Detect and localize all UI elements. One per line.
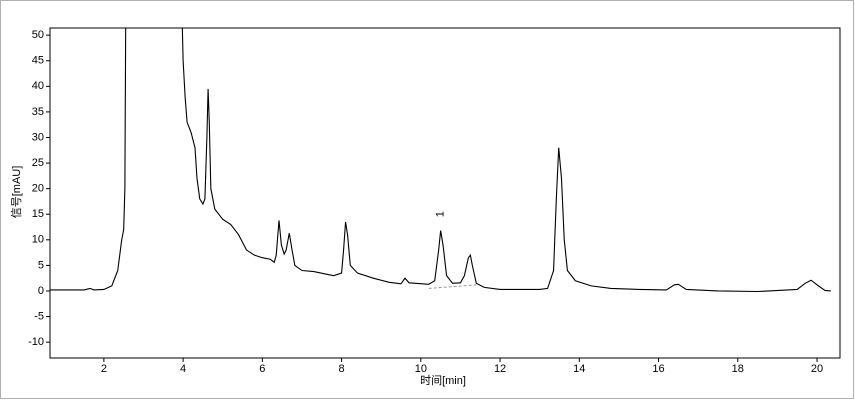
x-tick-label: 14: [573, 363, 585, 375]
y-tick-label: 20: [32, 183, 44, 195]
x-tick-label: 12: [494, 363, 506, 375]
x-tick-label: 10: [415, 363, 427, 375]
y-tick-label: 0: [38, 285, 44, 297]
baseline: [428, 284, 477, 289]
y-tick-label: -5: [34, 310, 44, 322]
y-tick-label: 15: [32, 208, 44, 220]
y-axis-label: 信号[mAU]: [10, 166, 23, 219]
x-tick-label: 2: [101, 363, 107, 375]
y-tick-label: 35: [32, 106, 44, 118]
y-tick-label: 30: [32, 131, 44, 143]
y-tick-label: 50: [32, 29, 44, 41]
y-tick-label: 40: [32, 80, 44, 92]
y-tick-label: 5: [38, 259, 44, 271]
y-tick-label: 25: [32, 157, 44, 169]
peak-label: 1: [435, 211, 447, 217]
y-tick-label: 10: [32, 234, 44, 246]
y-tick-label: 45: [32, 55, 44, 67]
x-tick-label: 8: [339, 363, 345, 375]
x-tick-label: 20: [811, 363, 823, 375]
signal-line: [50, 28, 831, 293]
x-tick-label: 18: [732, 363, 744, 375]
x-axis-label: 时间[min]: [420, 374, 466, 387]
x-tick-label: 4: [180, 363, 186, 375]
x-tick-label: 16: [652, 363, 664, 375]
plot-border: [49, 27, 841, 359]
x-tick-label: 6: [259, 363, 265, 375]
y-tick-label: -10: [28, 336, 44, 348]
